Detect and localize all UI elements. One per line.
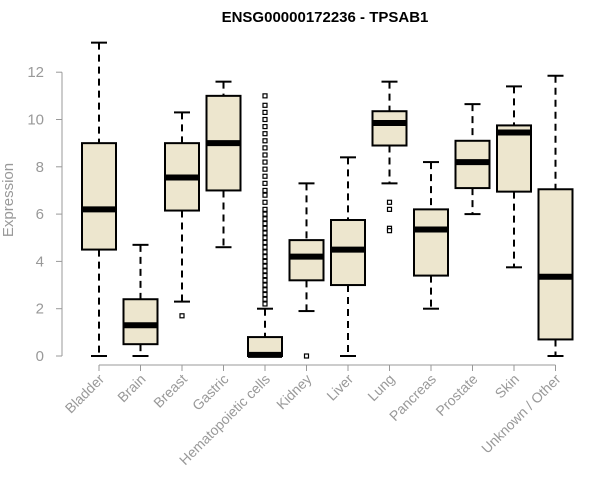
outlier-point [262,277,268,283]
outlier-point [386,199,393,205]
outlier-point [262,187,268,194]
outlier-point [262,145,268,151]
box-group-gastric [205,80,242,249]
y-tick-label: 10 [27,112,44,129]
box-group-prostate [454,103,491,216]
outlier-point [262,173,268,179]
plot-area [81,41,574,359]
outlier-point [262,180,268,186]
outlier-point [262,282,268,288]
outlier-point [262,235,268,241]
box-group-unknown-other [537,74,574,357]
chart-title: ENSG00000172236 - TPSAB1 [222,9,429,26]
y-tick-label: 12 [27,64,44,81]
outlier-point [262,301,268,307]
box-group-bladder [81,41,117,357]
outlier-point [262,159,268,165]
x-tick-label: Skin [492,371,523,402]
outlier-point [262,109,268,116]
outlier-point [262,123,268,130]
box-group-pancreas [413,161,449,310]
outlier-point [262,166,268,172]
outlier-point [262,249,268,255]
y-tick-label: 2 [36,301,44,318]
outlier-point [262,216,268,222]
x-tick-label: Unknown / Other [478,371,564,457]
outlier-point [262,287,268,293]
box-group-hematopoietic-cells [247,93,283,358]
y-tick-label: 6 [36,206,44,223]
outlier-point [386,206,393,212]
outlier-point [262,258,268,264]
box-group-skin [496,85,532,269]
box-group-breast [164,111,200,319]
iqr-box [537,188,574,341]
outlier-point [262,225,268,231]
outlier-point [262,152,268,158]
iqr-box [81,142,117,251]
outlier-point [303,353,310,359]
outlier-point [262,93,268,99]
outlier-point [262,296,268,302]
x-tick-label: Prostate [432,371,480,419]
y-axis-label: Expression [0,163,17,237]
outlier-point [386,228,393,234]
box-group-liver [330,156,366,357]
outlier-point [262,254,268,260]
outlier-point [262,291,268,298]
y-tick-label: 8 [36,159,44,176]
outlier-point [262,220,268,227]
x-tick-label: Kidney [273,371,315,413]
outlier-point [262,263,268,269]
outlier-point [262,206,268,212]
x-tick-label: Liver [323,371,356,404]
iqr-box [288,239,325,282]
outlier-point [179,313,185,319]
outlier-point [262,239,268,246]
outlier-point [262,199,268,205]
y-tick-label: 4 [36,253,44,270]
outlier-point [262,116,268,123]
box-group-lung [371,80,408,234]
outlier-point [262,211,268,217]
outlier-point [262,272,268,279]
iqr-box [496,124,532,193]
outlier-point [262,192,268,198]
x-tick-label: Brain [114,371,148,405]
box-group-brain [122,243,159,357]
outlier-point [262,268,268,274]
outlier-point [262,138,268,144]
x-tick-label: Breast [150,371,190,411]
iqr-box [371,110,408,147]
y-tick-label: 0 [36,348,44,365]
outlier-point [262,230,268,236]
iqr-box [122,298,159,346]
x-tick-label: Lung [364,371,397,404]
outlier-point [262,131,268,137]
outlier-point [262,244,268,250]
box-group-kidney [288,182,325,359]
outlier-point [262,102,268,108]
x-tick-label: Bladder [62,371,108,417]
iqr-box [413,208,449,277]
